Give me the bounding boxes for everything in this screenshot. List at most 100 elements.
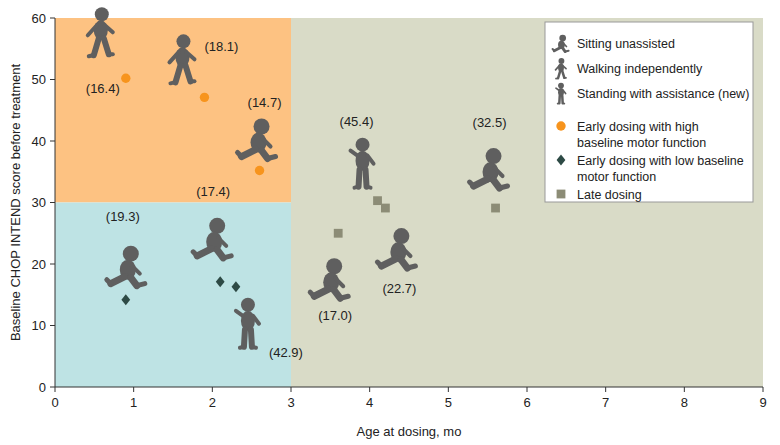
icon-part — [253, 316, 259, 324]
x-tick — [369, 387, 370, 392]
icon-part — [562, 71, 564, 78]
x-tick-label: 8 — [681, 395, 688, 410]
icon-part — [252, 347, 256, 348]
region — [291, 18, 763, 387]
point-label: (17.4) — [196, 184, 230, 199]
legend-box — [545, 22, 753, 202]
icon-part — [170, 82, 174, 83]
y-tick — [50, 18, 55, 19]
icon-part — [356, 138, 370, 152]
icon-part — [355, 187, 359, 188]
legend-label: Standing with assistance (new) — [577, 87, 749, 101]
x-tick — [684, 387, 685, 392]
point — [121, 74, 130, 83]
x-tick — [527, 387, 528, 392]
x-axis-label: Age at dosing, mo — [357, 424, 462, 439]
x-tick-label: 7 — [602, 395, 609, 410]
legend-marker — [557, 190, 566, 199]
y-tick-label: 30 — [32, 195, 46, 210]
icon-part — [238, 153, 242, 157]
icon-part — [190, 79, 194, 83]
icon-part — [359, 170, 360, 187]
point — [491, 204, 500, 213]
legend-marker — [556, 121, 565, 130]
milestone-icon — [88, 7, 113, 56]
point — [121, 294, 130, 305]
milestone-icon — [193, 218, 231, 258]
icon-part — [377, 262, 381, 266]
point-label: (32.5) — [473, 115, 507, 130]
point — [381, 204, 390, 213]
icon-part — [500, 186, 508, 188]
icon-part — [236, 311, 243, 316]
icon-part — [486, 148, 502, 164]
point — [255, 166, 264, 175]
point — [232, 281, 241, 292]
legend-marker — [557, 155, 566, 166]
region — [55, 203, 291, 388]
icon-part — [268, 157, 276, 159]
y-tick — [50, 325, 55, 326]
icon-part — [263, 139, 271, 147]
point — [334, 229, 343, 238]
icon-part — [553, 49, 555, 51]
icon-part — [556, 66, 560, 70]
milestone-icon — [553, 35, 569, 52]
icon-part — [132, 266, 140, 274]
icon-part — [105, 25, 113, 32]
point-label: (18.1) — [204, 39, 238, 54]
icon-part — [563, 66, 566, 69]
milestone-icon — [351, 138, 374, 188]
x-tick-label: 1 — [130, 395, 137, 410]
milestone-icon — [310, 258, 348, 298]
icon-part — [351, 151, 358, 156]
y-tick — [50, 202, 55, 203]
x-tick — [605, 387, 606, 392]
x-tick — [133, 387, 134, 392]
icon-part — [175, 65, 180, 82]
icon-part — [95, 7, 109, 21]
point-label: (45.4) — [340, 114, 374, 129]
icon-part — [186, 52, 194, 59]
milestone-icon — [556, 83, 566, 104]
milestone-icon — [107, 246, 145, 286]
point-label: (19.3) — [106, 209, 140, 224]
y-tick-label: 40 — [32, 134, 46, 149]
y-tick-label: 60 — [32, 11, 46, 26]
icon-part — [470, 182, 474, 186]
legend-label: Walking independently — [577, 62, 703, 76]
icon-part — [559, 35, 566, 42]
icon-part — [326, 258, 342, 274]
point-label: (17.0) — [318, 308, 352, 323]
y-tick-label: 10 — [32, 318, 46, 333]
icon-part — [495, 168, 503, 176]
region — [55, 18, 291, 203]
icon-part — [254, 119, 270, 135]
icon-part — [558, 83, 564, 89]
icon-part — [104, 38, 109, 54]
milestone-icon — [377, 228, 415, 268]
milestone-icon — [236, 298, 259, 348]
legend-label: Early dosing with high — [577, 120, 699, 134]
icon-part — [565, 50, 568, 53]
icon-part — [558, 58, 564, 64]
icon-part — [368, 156, 374, 164]
icon-part — [137, 284, 145, 286]
point-labels: (16.4)(18.1)(14.7)(19.3)(17.4)(42.9)(17.… — [86, 39, 507, 360]
icon-part — [193, 252, 197, 256]
x-tick — [291, 387, 292, 392]
icon-part — [393, 228, 409, 244]
icon-part — [558, 71, 560, 78]
y-tick-label: 50 — [32, 72, 46, 87]
x-axis-line — [55, 387, 763, 388]
icon-part — [94, 38, 99, 55]
icon-part — [556, 77, 558, 79]
milestone-icon — [169, 34, 194, 83]
icon-part — [366, 170, 367, 187]
icon-part — [244, 330, 245, 347]
icon-part — [241, 298, 255, 312]
icon-part — [123, 246, 139, 262]
icon-part — [310, 292, 314, 296]
y-tick — [50, 264, 55, 265]
icon-part — [563, 102, 565, 104]
